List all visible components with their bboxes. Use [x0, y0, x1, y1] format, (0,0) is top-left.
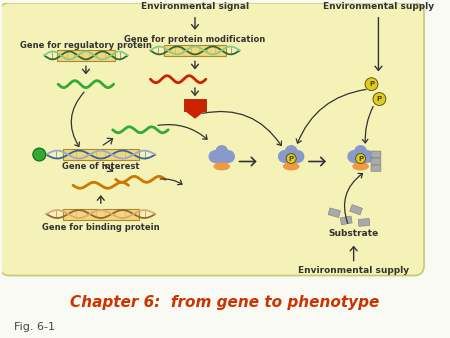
Circle shape — [355, 146, 366, 157]
Ellipse shape — [214, 163, 230, 170]
Text: Gene of interest: Gene of interest — [62, 163, 140, 171]
Bar — [340, 216, 352, 225]
Circle shape — [292, 151, 304, 162]
FancyBboxPatch shape — [0, 3, 424, 275]
Circle shape — [223, 151, 234, 162]
FancyBboxPatch shape — [371, 165, 381, 171]
Circle shape — [373, 93, 386, 105]
Circle shape — [216, 146, 228, 157]
Bar — [63, 209, 139, 219]
FancyBboxPatch shape — [371, 158, 381, 165]
Ellipse shape — [217, 153, 227, 160]
Bar — [358, 218, 370, 226]
Circle shape — [348, 151, 360, 162]
Text: Fig. 6-1: Fig. 6-1 — [14, 322, 54, 332]
Bar — [63, 149, 139, 160]
Circle shape — [33, 148, 46, 161]
Circle shape — [356, 153, 365, 164]
Polygon shape — [186, 111, 204, 118]
Text: Gene for protein modification: Gene for protein modification — [124, 34, 266, 44]
Bar — [57, 50, 115, 61]
Circle shape — [209, 151, 221, 162]
Text: Environmental signal: Environmental signal — [141, 2, 249, 11]
Circle shape — [216, 156, 228, 167]
Bar — [350, 204, 362, 215]
Circle shape — [285, 156, 297, 167]
Text: Gene for binding protein: Gene for binding protein — [42, 223, 160, 232]
Circle shape — [279, 151, 290, 162]
Circle shape — [285, 146, 297, 157]
Circle shape — [286, 153, 296, 164]
Circle shape — [362, 151, 373, 162]
Text: Environmental supply: Environmental supply — [298, 266, 409, 274]
Text: P: P — [377, 96, 382, 102]
Text: Gene for regulatory protein: Gene for regulatory protein — [20, 41, 152, 50]
Bar — [184, 99, 206, 111]
Text: P: P — [369, 81, 374, 87]
Text: Environmental supply: Environmental supply — [323, 2, 434, 11]
FancyBboxPatch shape — [371, 151, 381, 158]
Text: Substrate: Substrate — [328, 229, 379, 238]
Bar — [328, 208, 341, 217]
Text: P: P — [358, 155, 363, 162]
Ellipse shape — [286, 153, 296, 160]
Circle shape — [365, 78, 378, 91]
Ellipse shape — [353, 163, 368, 170]
Text: Chapter 6:  from gene to phenotype: Chapter 6: from gene to phenotype — [70, 295, 379, 310]
Circle shape — [355, 156, 366, 167]
Text: P: P — [288, 155, 294, 162]
Ellipse shape — [284, 163, 299, 170]
Ellipse shape — [356, 153, 365, 160]
Bar — [164, 45, 226, 56]
